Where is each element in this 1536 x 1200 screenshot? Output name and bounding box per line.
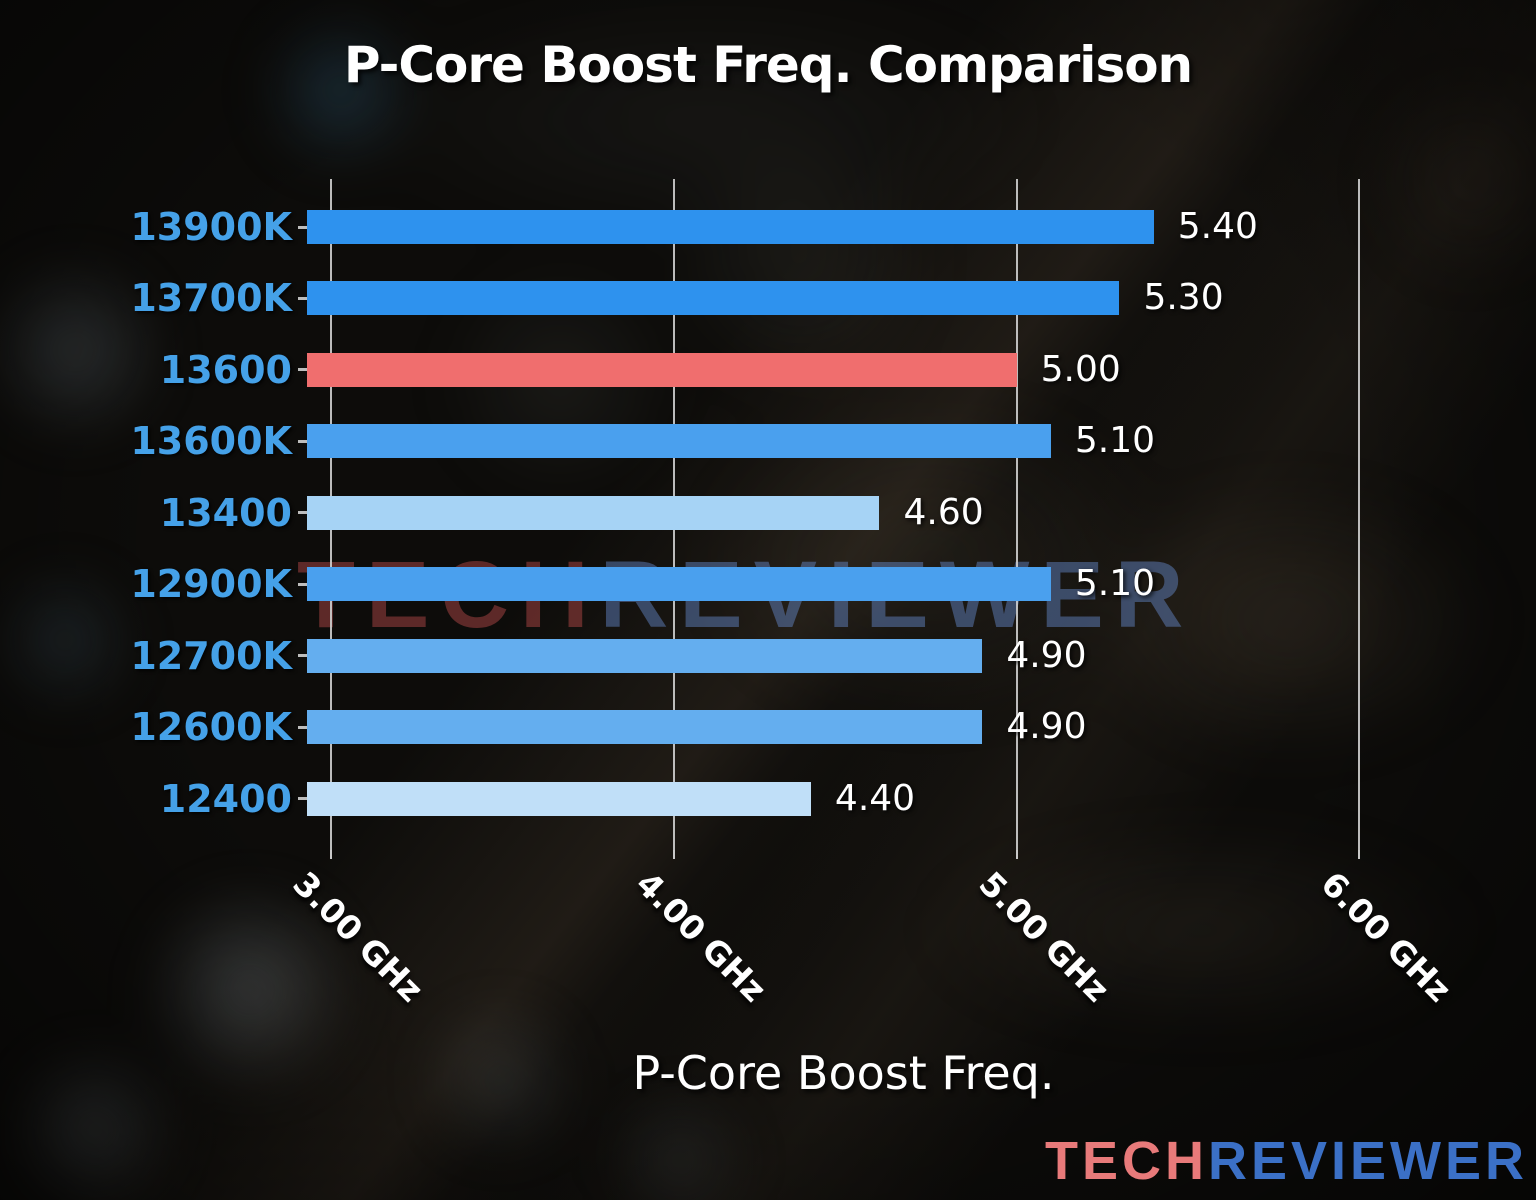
- category-label: 13900K: [130, 205, 292, 249]
- x-axis-tick-mark: [1358, 850, 1361, 859]
- y-axis-tick-mark: [298, 511, 308, 515]
- bar-13700K: [307, 281, 1120, 316]
- x-axis-tick-mark: [1015, 850, 1018, 859]
- category-label: 12600K: [130, 705, 292, 750]
- value-label: 5.00: [1040, 348, 1121, 390]
- bar-13400: [307, 495, 880, 530]
- x-axis-title: P-Core Boost Freq.: [632, 1046, 1055, 1100]
- category-label: 13700K: [130, 276, 292, 321]
- y-axis-tick-mark: [298, 225, 308, 229]
- category-label: 12400: [159, 776, 292, 821]
- value-label: 5.10: [1074, 420, 1156, 462]
- category-label: 13400: [159, 490, 292, 535]
- value-label: 5.10: [1074, 563, 1156, 605]
- category-label: 12900K: [130, 562, 292, 607]
- plot-area: 3.00 GHz 4.00 GHz 5.00 GHz 6.00 GHz 13900K 5.…: [130, 179, 1459, 1010]
- category-label: 13600: [159, 347, 292, 392]
- category-label: 13600K: [130, 419, 292, 464]
- category-label: 12700K: [130, 633, 292, 678]
- y-axis-tick-mark: [298, 797, 308, 801]
- bar-13600K: [307, 424, 1051, 459]
- y-axis-tick-mark: [298, 368, 308, 372]
- brand-logo: TECHREVIEWER: [1045, 1134, 1528, 1188]
- value-label: 4.60: [903, 491, 984, 533]
- value-label: 4.40: [834, 777, 916, 819]
- y-axis-tick-mark: [298, 439, 308, 443]
- value-label: 5.30: [1143, 277, 1224, 319]
- brand-logo-reviewer-text: REVIEWER: [1207, 1131, 1528, 1191]
- y-axis-tick-mark: [298, 296, 308, 300]
- y-axis-tick-mark: [298, 582, 308, 586]
- value-label: 4.90: [1006, 706, 1087, 748]
- gridline: [1358, 179, 1361, 850]
- bar-13900K: [307, 210, 1154, 244]
- bar-12600K: [307, 710, 983, 745]
- bar-12400: [307, 781, 811, 816]
- chart-title: P-Core Boost Freq. Comparison: [343, 36, 1193, 94]
- value-label: 5.40: [1177, 206, 1258, 247]
- brand-logo-tech-text: TECH: [1044, 1131, 1208, 1191]
- y-axis-tick-mark: [298, 725, 308, 729]
- bar-12900K: [307, 567, 1051, 602]
- bar-12700K: [307, 638, 983, 673]
- gridline: [1015, 179, 1018, 850]
- value-label: 4.90: [1006, 634, 1087, 676]
- bar-13600: [307, 352, 1017, 387]
- y-axis-tick-mark: [298, 654, 308, 658]
- x-axis-tick-mark: [329, 850, 332, 859]
- x-axis-tick-mark: [672, 850, 675, 859]
